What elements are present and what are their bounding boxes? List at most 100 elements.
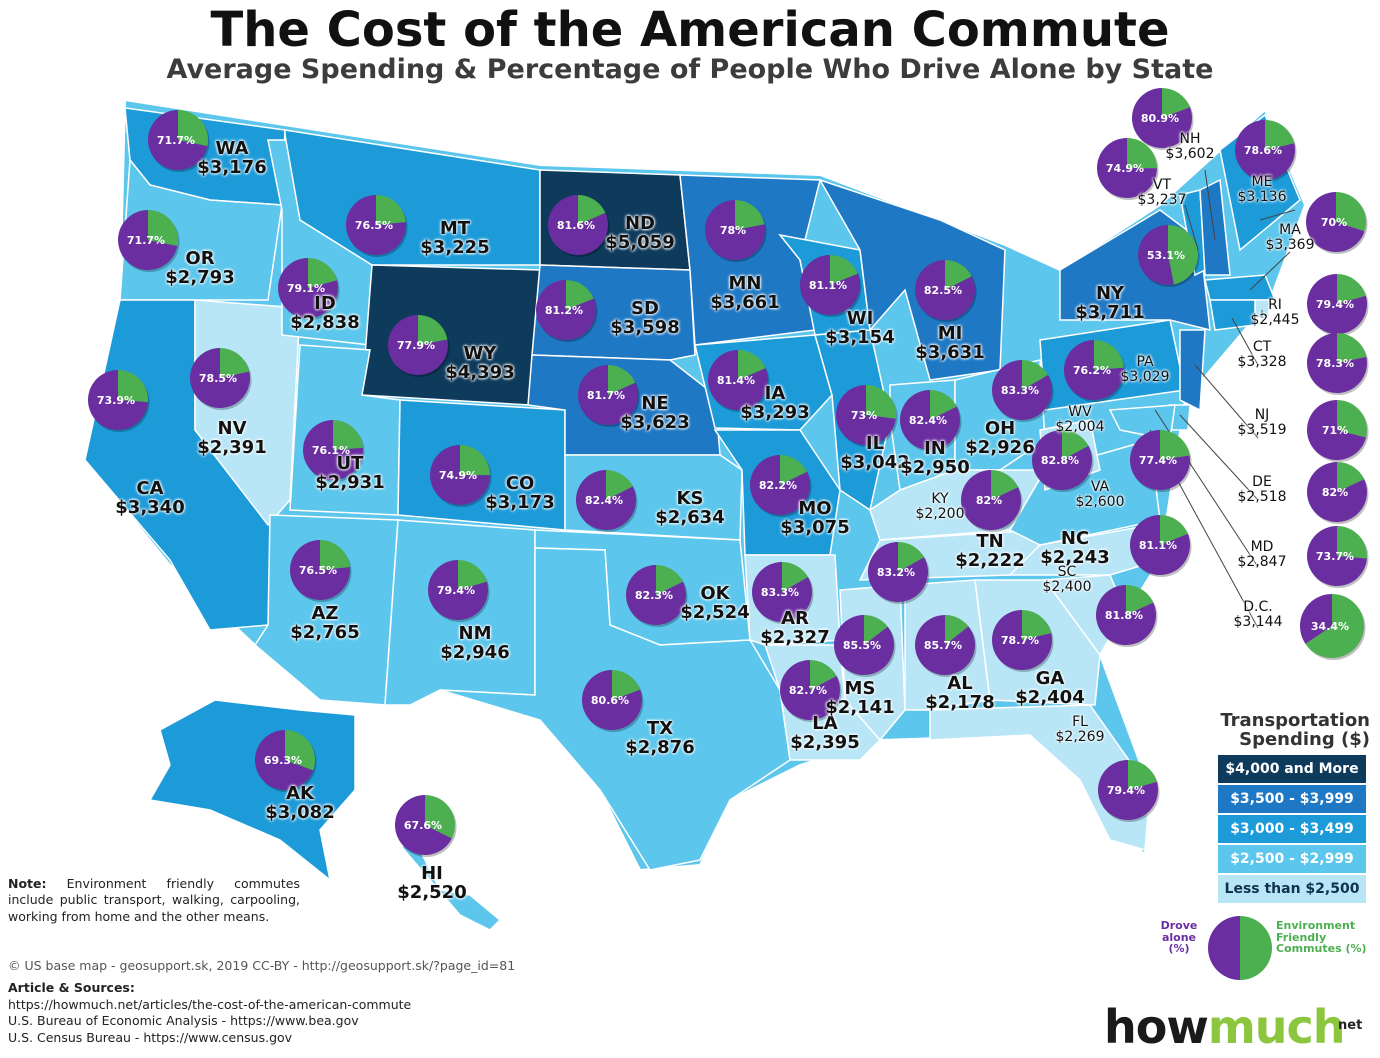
pie-percent-label: 78.5% [199,372,237,385]
leader-line-de [1179,414,1259,501]
pie-slice-drove-alone [578,365,638,426]
pie-slice-drove-alone [780,660,841,720]
pie-percent-label: 79.1% [287,282,325,295]
state-shape-ct [1209,299,1256,331]
pie-slice-env-friendly [1160,515,1188,545]
pie-slice-env-friendly [1160,430,1190,460]
pie-percent-label: 85.7% [924,639,962,652]
pie-slice-drove-alone [1235,120,1295,180]
pie-slice-env-friendly [738,350,766,380]
pie-slice-env-friendly [376,195,406,225]
pie-slice-env-friendly [308,258,338,288]
state-shape-hi [397,843,502,931]
pie-slice-env-friendly [418,315,448,345]
pie-slice-drove-alone [626,565,686,625]
source-line[interactable]: U.S. Bureau of Economic Analysis - https… [8,1013,359,1028]
pie-percent-label: 80.9% [1141,112,1179,125]
pie-slice-env-friendly [810,660,837,690]
state-shape-ma [1204,274,1277,301]
sources: Article & Sources: https://howmuch.net/a… [8,980,411,1046]
pie-slice-drove-alone [992,360,1052,420]
pie-percent-label: 82.3% [635,589,673,602]
pie-percent-label: 83.3% [761,586,799,599]
state-shape-nj [1179,329,1206,412]
pie-percent-label: 77.4% [1139,454,1177,467]
state-pie-nd: 81.6% [548,195,610,257]
state-pie-de: 82% [1307,462,1369,524]
pie-slice-env-friendly [425,795,455,839]
pie-percent-label: 77.9% [397,339,435,352]
state-pie-wa: 71.7% [148,110,210,172]
pie-percent-label: 82.5% [924,284,962,297]
pie-slice-env-friendly [566,280,594,310]
state-pie-ct: 78.3% [1307,333,1369,395]
state-pie-wi: 81.1% [800,255,862,317]
state-pie-mo: 82.2% [750,455,812,517]
pie-slice-drove-alone [1096,585,1157,645]
state-pie-ri: 79.4% [1307,274,1369,336]
pie-slice-drove-alone [536,280,596,341]
pie-percent-label: 85.5% [843,639,881,652]
pie-slice-drove-alone [1064,340,1125,401]
pie-percent-label: 71.7% [157,134,195,147]
pie-slice-env-friendly [1337,274,1366,304]
pie-slice-env-friendly [1128,760,1157,790]
state-shape-fl [929,704,1151,851]
source-line[interactable]: U.S. Census Bureau - https://www.census.… [8,1029,293,1045]
pie-percent-label: 69.3% [264,754,302,767]
pie-percent-label: 82% [976,494,1002,507]
pie-slice-env-friendly [118,370,148,403]
state-pie-in: 82.4% [900,390,962,452]
pie-percent-label: 83.2% [877,566,915,579]
pie-slice-drove-alone [346,195,406,256]
state-pie-la: 82.7% [780,660,842,722]
state-pie-ok: 82.3% [626,565,688,627]
pie-slice-env-friendly [320,540,350,570]
pie-slice-env-friendly [612,670,641,700]
pie-percent-label: 53.1% [1147,249,1185,262]
pie-percent-label: 81.7% [587,389,625,402]
pie-percent-label: 82.4% [585,494,623,507]
pie-percent-label: 82.2% [759,479,797,492]
pie-slice-drove-alone [388,315,448,376]
state-pie-co: 74.9% [430,445,492,507]
pie-slice-drove-alone [1307,526,1367,586]
state-pie-mi: 82.5% [915,260,977,322]
pie-slice-drove-alone [148,110,208,170]
logo-how: how [1104,1000,1209,1054]
state-shape-mi [818,178,1006,381]
state-pie-ut: 76.1% [303,420,365,482]
pie-slice-drove-alone [1307,400,1367,460]
note: Note: Environment friendly commutes incl… [8,876,300,925]
pie-percent-label: 78% [720,224,746,237]
pie-slice-drove-alone [1307,274,1367,334]
pie-slice-env-friendly [864,615,888,645]
pie-percent-label: 34.4% [1311,620,1349,633]
leader-line-ma [1249,251,1291,291]
state-pie-mt: 76.5% [346,195,408,257]
pie-slice-env-friendly [866,385,896,419]
state-pie-id: 79.1% [278,258,340,320]
source-line[interactable]: https://howmuch.net/articles/the-cost-of… [8,996,412,1012]
pie-percent-label: 76.5% [355,219,393,232]
pie-percent-label: 79.4% [1316,298,1354,311]
state-pie-ks: 82.4% [576,470,638,532]
leader-line-vt [1184,204,1199,251]
pie-slice-drove-alone [835,385,896,445]
pie-slice-env-friendly [1337,462,1365,492]
pie-slice-env-friendly [991,470,1019,500]
pie-slice-env-friendly [1094,340,1124,370]
pie-slice-env-friendly [782,562,809,592]
state-pie-dc.: 34.4% [1300,594,1366,660]
state-shape-nh [1199,178,1231,276]
pie-percent-label: 81.1% [809,279,847,292]
pie-slice-env-friendly [606,470,633,500]
state-pie-ia: 81.4% [708,350,770,412]
pie-slice-env-friendly [1162,88,1190,118]
pie-slice-drove-alone [752,562,812,623]
pie-slice-drove-alone [1130,430,1190,491]
state-pie-ga: 78.7% [992,610,1054,672]
pie-slice-drove-alone [395,795,452,856]
pie-percent-label: 78.3% [1316,357,1354,370]
